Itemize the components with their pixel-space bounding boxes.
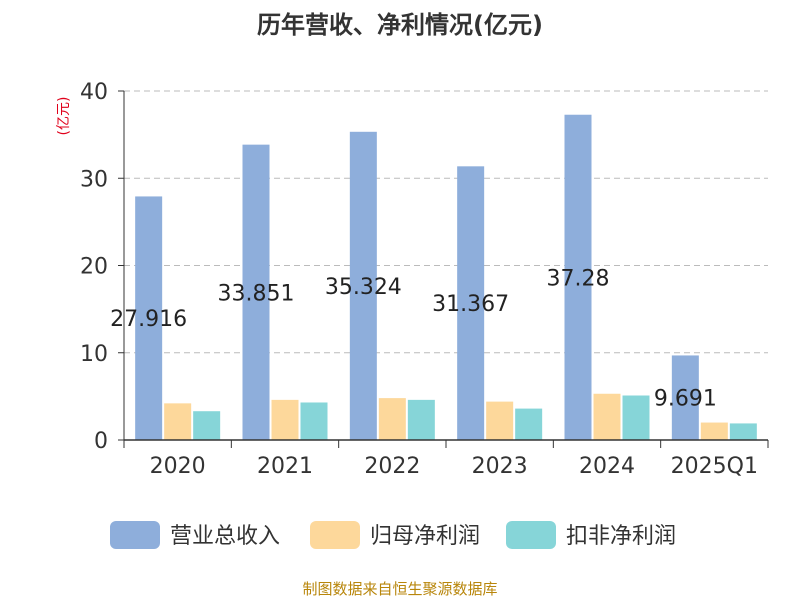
data-label: 33.851 xyxy=(218,281,295,306)
bar-3 xyxy=(729,423,757,440)
bar-3 xyxy=(515,408,543,440)
bar-3 xyxy=(300,402,328,440)
legend-swatch[interactable] xyxy=(310,521,360,549)
bar-1 xyxy=(349,131,377,440)
chart-title: 历年营收、净利情况(亿元) xyxy=(257,11,543,39)
bar-3 xyxy=(622,395,650,440)
y-tick-label: 40 xyxy=(80,80,108,105)
bar-2 xyxy=(271,399,299,440)
x-tick-label: 2025Q1 xyxy=(671,454,758,479)
bar-1 xyxy=(671,355,699,440)
y-axis-label: (亿元) xyxy=(56,97,72,136)
y-tick-label: 30 xyxy=(80,167,108,192)
legend-swatch[interactable] xyxy=(506,521,556,549)
data-labels: 27.916 33.851 35.324 31.367 37.28 9.691 xyxy=(110,266,717,411)
source-note: 制图数据来自恒生聚源数据库 xyxy=(302,580,498,598)
y-tick-label: 10 xyxy=(80,342,108,367)
data-label: 35.324 xyxy=(325,275,402,300)
bar-1 xyxy=(457,166,485,440)
bar-2 xyxy=(593,393,621,440)
y-tick-label: 20 xyxy=(80,255,108,280)
x-tick-label: 2024 xyxy=(579,454,635,479)
legend-label[interactable]: 归母净利润 xyxy=(370,524,480,549)
bar-2 xyxy=(378,398,406,440)
bar-3 xyxy=(193,411,221,440)
bar-3 xyxy=(407,399,435,440)
bar-2 xyxy=(164,403,192,440)
gridlines xyxy=(124,90,768,354)
x-tick-label: 2020 xyxy=(150,454,206,479)
axes: 0 10 20 30 40 2020 2021 2022 2023 2024 2025Q1 xyxy=(80,80,769,479)
bar-1 xyxy=(564,114,592,441)
y-tick-label: 0 xyxy=(94,429,108,454)
legend[interactable]: 营业总收入 归母净利润 扣非净利润 xyxy=(110,521,676,549)
bars xyxy=(135,114,757,441)
data-label: 31.367 xyxy=(432,292,509,317)
data-label: 27.916 xyxy=(110,307,187,332)
x-tick-label: 2022 xyxy=(364,454,420,479)
legend-label[interactable]: 营业总收入 xyxy=(170,524,280,549)
bar-1 xyxy=(242,144,270,440)
bar-1 xyxy=(135,196,163,440)
x-tick-label: 2023 xyxy=(472,454,528,479)
legend-label[interactable]: 扣非净利润 xyxy=(566,524,676,549)
data-label: 9.691 xyxy=(654,387,717,412)
bar-2 xyxy=(486,401,514,440)
legend-swatch[interactable] xyxy=(110,521,160,549)
x-tick-label: 2021 xyxy=(257,454,313,479)
bar-2 xyxy=(700,422,728,440)
data-label: 37.28 xyxy=(547,266,610,291)
